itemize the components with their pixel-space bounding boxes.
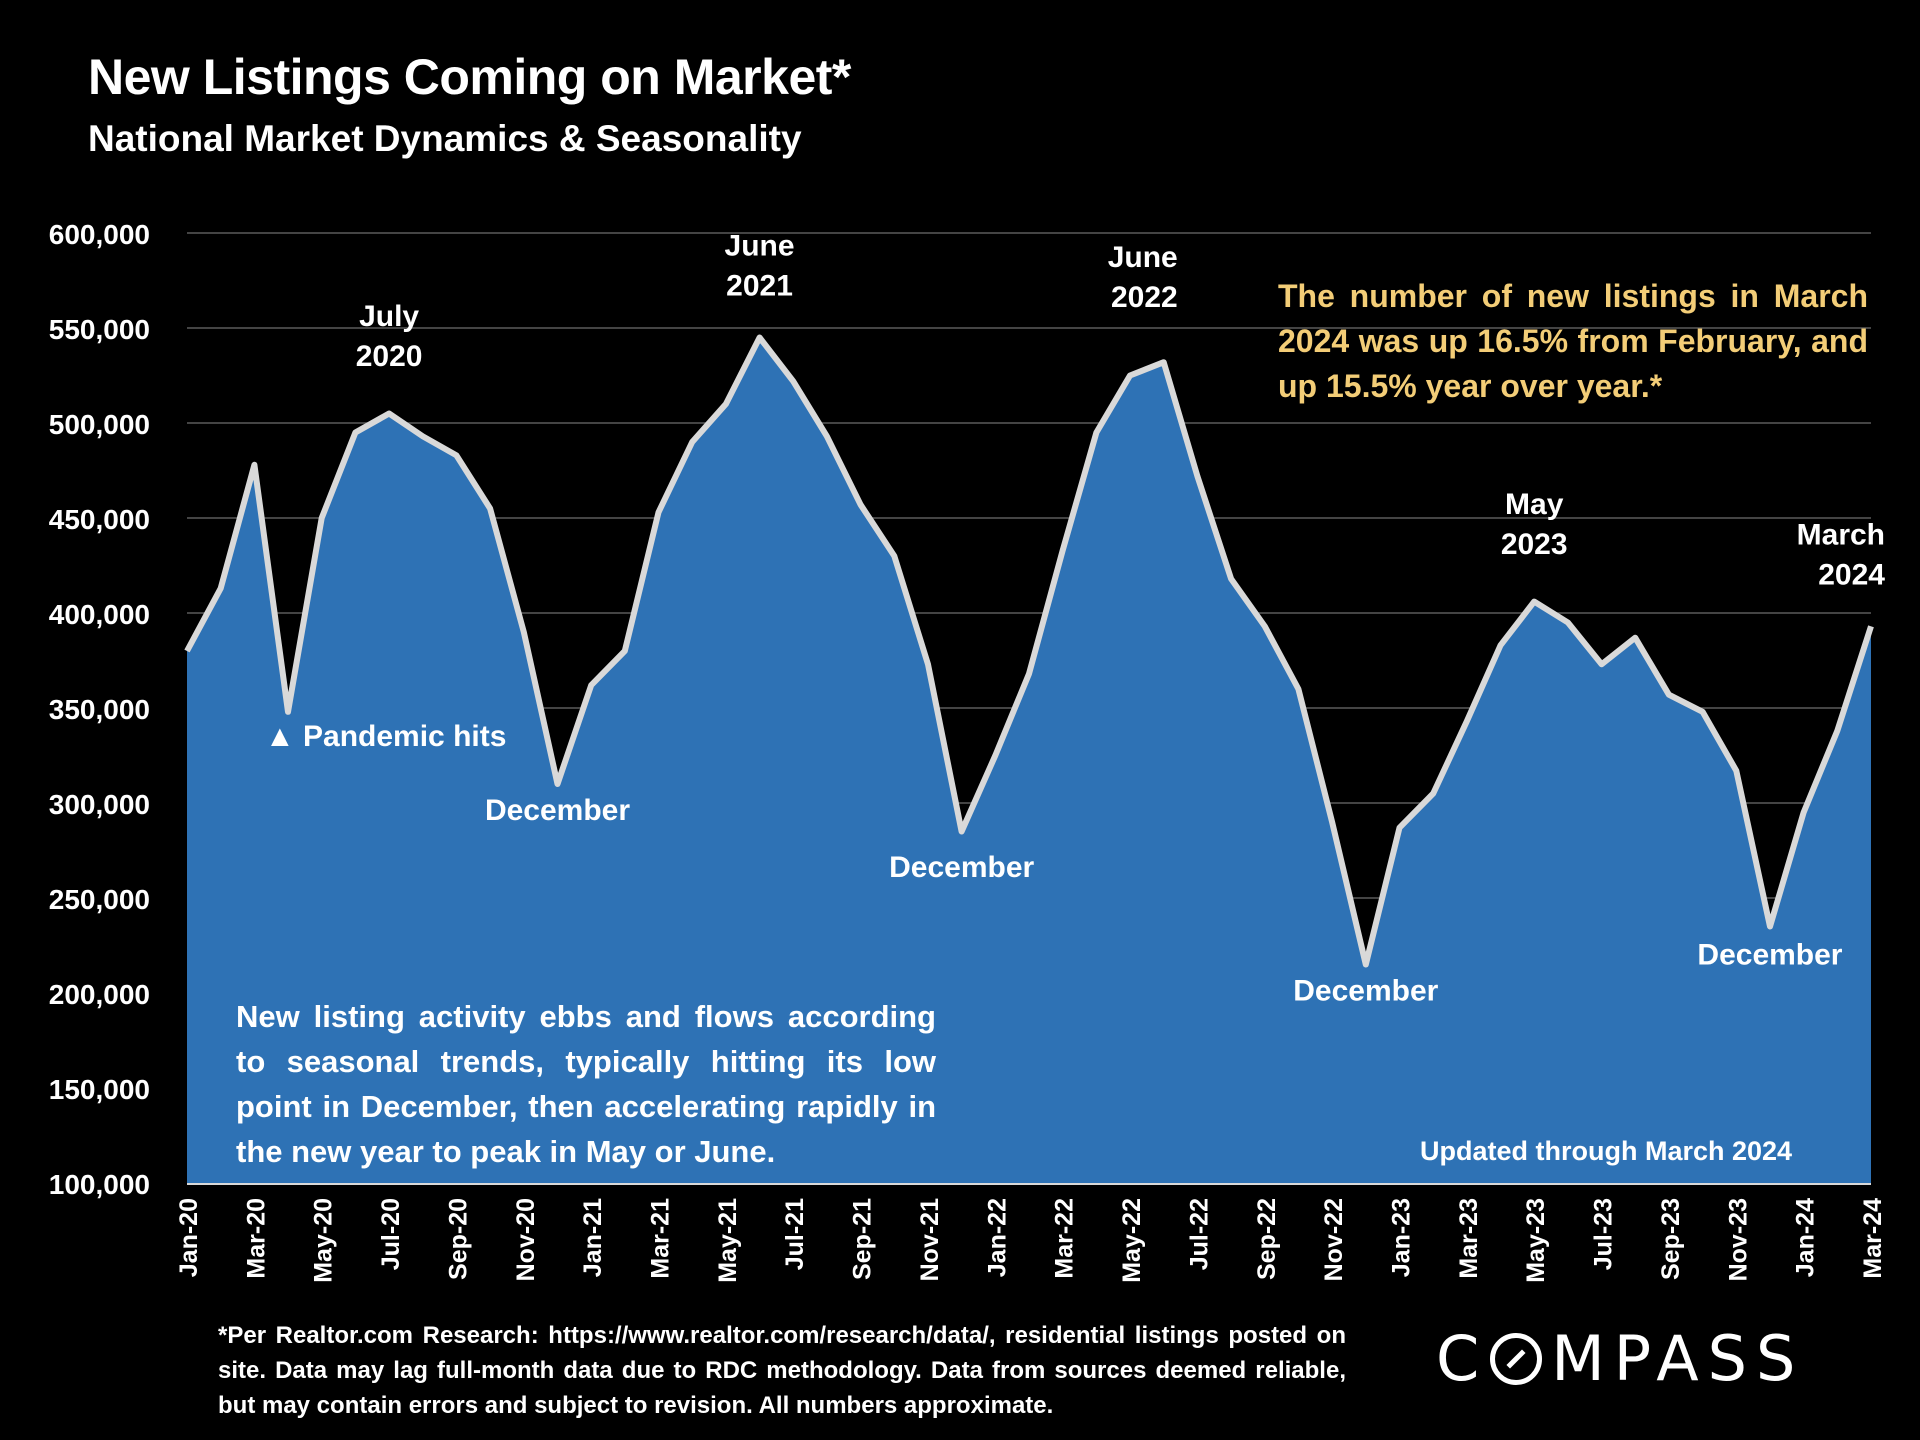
x-tick-label: Sep-20 (444, 1198, 472, 1280)
x-tick-label: Mar-24 (1859, 1198, 1887, 1279)
x-tick-label: Jul-20 (377, 1198, 405, 1270)
annotation-march-2024: March (1797, 519, 1885, 552)
y-tick-label: 600,000 (49, 219, 150, 250)
logo-text-end: MPASS (1551, 1322, 1805, 1395)
x-tick-label: Jan-22 (983, 1198, 1011, 1277)
y-tick-label: 150,000 (49, 1074, 150, 1105)
annotation-june-2021: June (725, 230, 795, 263)
area-series (187, 337, 1871, 1183)
y-tick-label: 350,000 (49, 694, 150, 725)
x-tick-label: Sep-21 (849, 1198, 877, 1280)
annotations: July 2020 June 2021 June 2022 May 2023 March 2024… (265, 230, 1885, 1008)
x-tick-label: Jan-20 (175, 1198, 203, 1277)
x-tick-label: Jan-21 (579, 1198, 607, 1277)
x-axis-labels: Jan-20 Mar-20 May-20 Jul-20 Sep-20 Nov-20 Jan-… (175, 1198, 1887, 1283)
y-tick-label: 250,000 (49, 884, 150, 915)
annotation-may-2023: 2023 (1501, 528, 1568, 561)
callout-text: The number of new listings in March 2024… (1278, 278, 1868, 404)
x-tick-label: May-23 (1522, 1198, 1550, 1283)
x-tick-label: Mar-23 (1455, 1198, 1483, 1279)
y-tick-label: 100,000 (49, 1169, 150, 1200)
seasonality-note: New listing activity ebbs and flows acco… (236, 999, 936, 1169)
updated-label: Updated through March 2024 (1420, 1136, 1793, 1166)
annotation-december-2020: December (485, 794, 630, 827)
annotation-december-2023: December (1697, 939, 1842, 972)
annotation-december-2022: December (1293, 975, 1438, 1008)
x-tick-label: Jul-22 (1185, 1198, 1213, 1270)
x-tick-label: Sep-23 (1657, 1198, 1685, 1280)
x-tick-label: May-20 (310, 1198, 338, 1283)
annotation-may-2023: May (1505, 488, 1564, 521)
chart-title: New Listings Coming on Market* (88, 49, 851, 105)
x-tick-label: Nov-23 (1724, 1198, 1752, 1281)
annotation-pandemic-hits: ▲ Pandemic hits (265, 720, 506, 753)
x-tick-label: May-21 (714, 1198, 742, 1283)
x-tick-label: May-22 (1118, 1198, 1146, 1283)
y-tick-label: 300,000 (49, 789, 150, 820)
x-tick-label: Jul-21 (781, 1198, 809, 1270)
y-tick-label: 550,000 (49, 314, 150, 345)
x-tick-label: Mar-22 (1051, 1198, 1079, 1279)
y-tick-label: 500,000 (49, 409, 150, 440)
x-tick-label: Nov-20 (512, 1198, 540, 1281)
x-tick-label: Mar-20 (242, 1198, 270, 1279)
annotation-june-2021: 2021 (726, 270, 793, 303)
compass-logo: C MPASS (1436, 1322, 1804, 1395)
x-tick-label: Nov-21 (916, 1198, 944, 1281)
annotation-june-2022: June (1108, 241, 1178, 274)
x-tick-label: Sep-22 (1253, 1198, 1281, 1280)
x-tick-label: Jan-23 (1387, 1198, 1415, 1277)
x-tick-label: Nov-22 (1320, 1198, 1348, 1281)
annotation-july-2020: 2020 (356, 340, 423, 373)
annotation-july-2020: July (359, 300, 419, 333)
y-tick-label: 450,000 (49, 504, 150, 535)
footnote: *Per Realtor.com Research: https://www.r… (218, 1322, 1346, 1419)
annotation-december-2021: December (889, 851, 1034, 884)
annotation-march-2024: 2024 (1818, 559, 1885, 592)
y-axis-labels: 100,000 150,000 200,000 250,000 300,000 350,0… (49, 219, 150, 1200)
logo-text-start: C (1436, 1322, 1489, 1395)
x-tick-label: Jan-24 (1792, 1198, 1820, 1277)
x-tick-label: Jul-23 (1590, 1198, 1618, 1270)
chart-subtitle: National Market Dynamics & Seasonality (88, 118, 802, 159)
x-tick-label: Mar-21 (647, 1198, 675, 1279)
y-tick-label: 200,000 (49, 979, 150, 1010)
y-tick-label: 400,000 (49, 599, 150, 630)
annotation-june-2022: 2022 (1111, 281, 1178, 314)
logo-compass-icon (1490, 1332, 1543, 1385)
series-line (184, 334, 1874, 968)
